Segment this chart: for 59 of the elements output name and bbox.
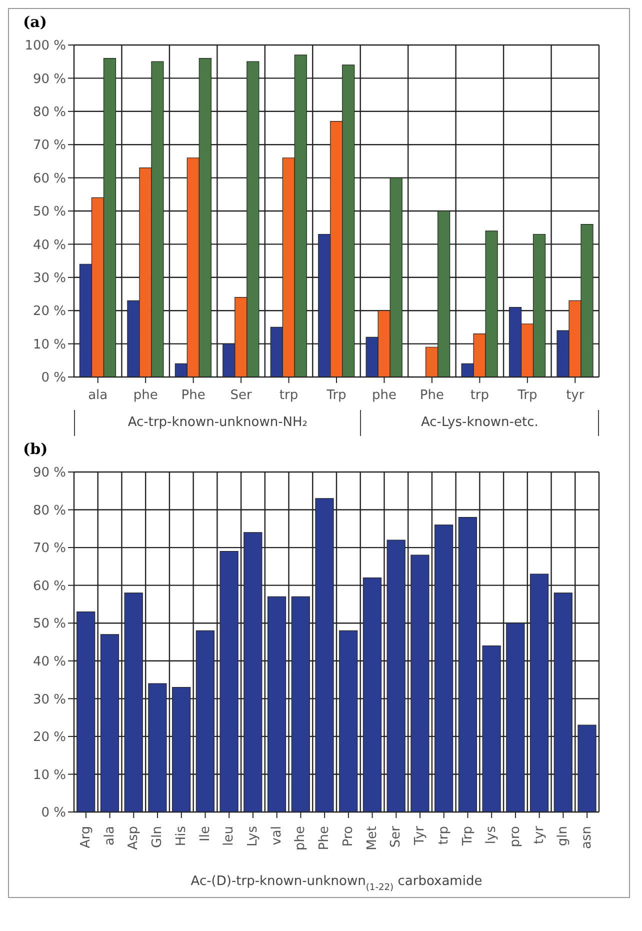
y-tick-label: 20 % — [32, 730, 66, 746]
y-tick-label: 40 % — [32, 654, 66, 670]
x-tick-label: trp — [436, 826, 452, 845]
x-tick-label: Tyr — [412, 825, 428, 846]
x-tick-label: Trp — [326, 388, 346, 403]
x-tick-label: asn — [580, 826, 595, 849]
x-tick-label: lys — [484, 826, 500, 844]
y-tick-label: 50 % — [32, 204, 66, 220]
x-tick-label: Lys — [245, 826, 260, 847]
x-tick-label: tyr — [566, 388, 585, 403]
x-tick-label: ala — [88, 388, 108, 403]
x-tick-label: Met — [364, 826, 380, 850]
y-tick-label: 60 % — [32, 171, 66, 186]
chart-title: (b) — [23, 440, 49, 460]
y-tick-label: 0 % — [41, 370, 66, 386]
x-tick-label: Ser — [230, 388, 252, 403]
text: Ac-trp-known-unknown-NH₂ — [74, 410, 360, 436]
x-tick-label: leu — [222, 826, 237, 846]
x-tick-label: Gln — [150, 826, 166, 848]
y-tick-label: 30 % — [32, 692, 66, 708]
y-tick-label: 100 % — [24, 38, 66, 54]
x-tick-label: phe — [372, 388, 396, 403]
x-tick-label: tyr — [532, 825, 547, 844]
x-tick-label: Pro — [340, 826, 356, 847]
x-tick-label: His — [174, 826, 189, 846]
x-tick-label: Arg — [78, 826, 94, 848]
x-tick-label: Ile — [198, 826, 213, 842]
x-tick-label: Trp — [516, 388, 538, 403]
x-tick-label: Asp — [126, 826, 142, 850]
chart-title: (a) — [23, 13, 48, 33]
x-tick-label: gln — [556, 826, 571, 846]
x-tick-label: Phe — [181, 388, 206, 403]
x-tick-label: Ser — [388, 825, 404, 848]
x-axis-title: Ac-(D)-trp-known-unknown$_{(1-22)}$ carboxamide — [190, 874, 482, 893]
y-tick-label: 80 % — [32, 105, 66, 120]
y-tick-label: 70 % — [32, 541, 66, 556]
y-tick-label: 20 % — [32, 304, 66, 320]
text: Ac-Lys-known-etc. — [360, 410, 599, 436]
x-tick-label: phe — [133, 388, 158, 403]
y-tick-label: 90 % — [32, 72, 66, 87]
x-tick-label: trp — [470, 388, 490, 403]
y-tick-label: 60 % — [32, 578, 66, 594]
x-tick-label: trp — [279, 388, 298, 403]
y-tick-label: 70 % — [32, 138, 66, 154]
y-tick-label: 40 % — [32, 238, 66, 253]
x-tick-label: Phe — [420, 388, 444, 403]
x-tick-label: pro — [508, 826, 523, 848]
x-tick-label: phe — [293, 826, 308, 850]
y-tick-label: 90 % — [32, 466, 66, 481]
y-tick-label: 80 % — [32, 503, 66, 518]
x-tick-label: ala — [102, 826, 118, 846]
y-tick-label: 0 % — [41, 806, 66, 821]
x-tick-label: Trp — [460, 826, 476, 847]
y-tick-label: 30 % — [32, 271, 66, 286]
y-tick-label: 10 % — [32, 768, 66, 783]
y-tick-label: 50 % — [32, 616, 66, 632]
x-tick-label: val — [269, 826, 284, 846]
x-tick-label: Phe — [317, 826, 332, 850]
y-tick-label: 10 % — [32, 337, 66, 352]
